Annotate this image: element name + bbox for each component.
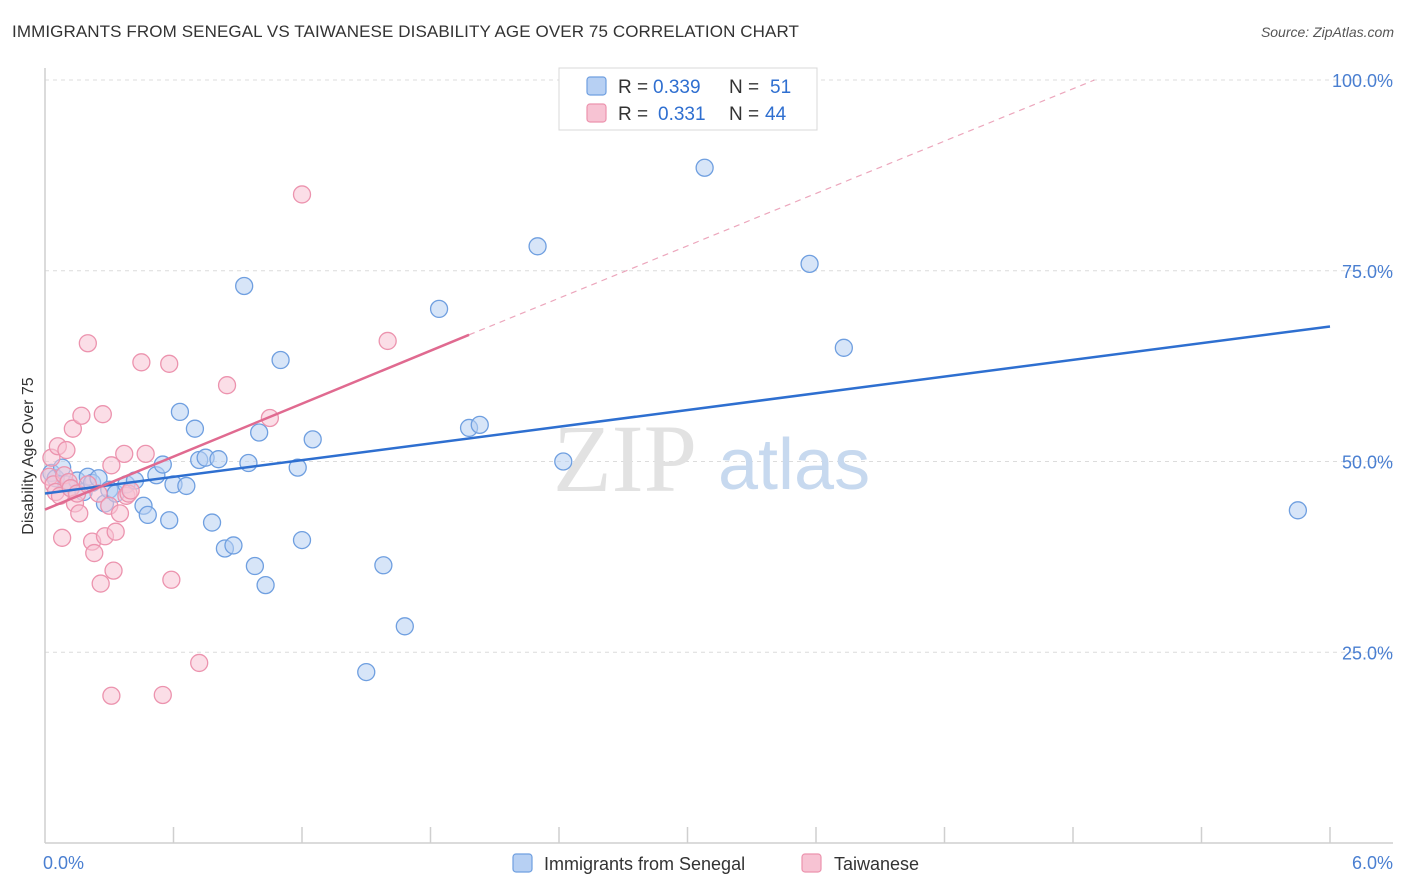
- point-taiwanese-37: [160, 354, 179, 373]
- legend-swatch-taiwanese: [586, 103, 607, 123]
- chart-title: IMMIGRANTS FROM SENEGAL VS TAIWANESE DIS…: [12, 22, 800, 41]
- point-senegal-34: [256, 575, 275, 595]
- legend-n-value-2: 44: [765, 104, 787, 125]
- point-senegal-36: [288, 458, 307, 477]
- point-taiwanese-27: [110, 504, 130, 523]
- y-tick-label-75: 75.0%: [1342, 262, 1393, 282]
- point-taiwanese-31: [102, 686, 121, 705]
- point-taiwanese-8: [57, 440, 76, 460]
- point-senegal-45: [528, 237, 547, 256]
- x-tick-label-min: 0.0%: [43, 853, 84, 873]
- y-tick-label-25: 25.0%: [1342, 643, 1393, 663]
- point-taiwanese-34: [132, 353, 151, 372]
- point-senegal-38: [303, 430, 322, 449]
- point-taiwanese-42: [292, 185, 312, 204]
- point-taiwanese-43: [378, 331, 397, 351]
- watermark: ZIP atlas: [553, 405, 870, 512]
- point-senegal-44: [470, 415, 489, 435]
- point-taiwanese-28: [115, 444, 134, 464]
- point-senegal-47: [695, 158, 714, 177]
- bottom-legend-label-senegal: Immigrants from Senegal: [544, 854, 745, 874]
- legend-r-label-1: R =: [618, 77, 648, 98]
- point-senegal-49: [834, 338, 853, 357]
- point-senegal-21: [170, 402, 190, 422]
- point-taiwanese-26: [106, 522, 125, 541]
- trend-line-senegal: [44, 325, 1331, 495]
- point-taiwanese-30: [78, 334, 97, 353]
- point-senegal-50: [1288, 501, 1308, 520]
- point-senegal-16: [138, 505, 157, 525]
- point-taiwanese-20: [91, 574, 110, 593]
- point-senegal-32: [245, 556, 265, 576]
- trend-extension-taiwanese: [468, 79, 1095, 336]
- x-tick-marks: [172, 827, 1331, 843]
- point-senegal-29: [224, 536, 243, 555]
- point-taiwanese-25: [104, 561, 123, 580]
- y-tick-labels: 25.0% 50.0% 75.0% 100.0%: [1332, 71, 1393, 663]
- chart-source: Source: ZipAtlas.com: [1260, 24, 1394, 40]
- point-senegal-33: [250, 423, 269, 442]
- watermark-atlas: atlas: [718, 425, 870, 505]
- point-senegal-48: [800, 254, 819, 274]
- legend-swatch-senegal: [586, 76, 607, 96]
- point-taiwanese-14: [70, 504, 89, 523]
- point-taiwanese-38: [162, 570, 181, 589]
- point-taiwanese-24: [102, 456, 121, 475]
- legend-n-label-1: N =: [729, 77, 759, 98]
- point-taiwanese-18: [85, 543, 104, 563]
- point-taiwanese-33: [121, 481, 140, 500]
- point-senegal-23: [185, 419, 205, 438]
- point-senegal-26: [202, 513, 222, 532]
- point-senegal-46: [554, 452, 573, 471]
- point-senegal-42: [429, 299, 449, 319]
- trend-line-taiwanese: [44, 333, 470, 511]
- point-taiwanese-6: [52, 528, 72, 547]
- point-senegal-37: [292, 530, 312, 550]
- point-taiwanese-36: [153, 685, 172, 705]
- y-tick-label-50: 50.0%: [1342, 453, 1393, 473]
- point-senegal-19: [160, 511, 179, 530]
- bottom-legend-label-taiwanese: Taiwanese: [834, 854, 919, 874]
- point-senegal-39: [357, 662, 376, 682]
- y-tick-label-100: 100.0%: [1332, 71, 1393, 91]
- legend-r-value-1: 0.339: [653, 77, 701, 98]
- trend-lines: [44, 79, 1331, 511]
- point-senegal-35: [271, 350, 290, 370]
- y-axis-label: Disability Age Over 75: [20, 377, 37, 535]
- bottom-legend: Immigrants from Senegal Taiwanese: [512, 853, 919, 874]
- bottom-legend-swatch-senegal: [512, 853, 533, 873]
- bottom-legend-swatch-taiwanese: [801, 853, 822, 873]
- point-taiwanese-15: [72, 406, 91, 425]
- point-taiwanese-11: [63, 419, 82, 438]
- point-senegal-27: [209, 450, 228, 469]
- point-senegal-22: [177, 476, 196, 496]
- watermark-zip: ZIP: [553, 405, 697, 512]
- point-taiwanese-21: [93, 405, 112, 424]
- grid-lines: [45, 79, 1393, 653]
- point-taiwanese-40: [217, 376, 237, 395]
- legend-r-label-2: R =: [618, 104, 648, 125]
- legend-n-value-1: 51: [770, 77, 791, 98]
- x-tick-label-max: 6.0%: [1352, 853, 1393, 873]
- legend-n-label-2: N =: [729, 104, 759, 125]
- legend-r-value-2: 0.331: [658, 104, 706, 125]
- point-taiwanese-35: [136, 444, 155, 464]
- point-senegal-41: [395, 617, 414, 636]
- point-senegal-30: [235, 276, 254, 296]
- legend-box: R = 0.339 N = 51 R = 0.331 N = 44: [558, 67, 818, 131]
- point-taiwanese-39: [190, 653, 209, 673]
- point-senegal-40: [374, 556, 393, 575]
